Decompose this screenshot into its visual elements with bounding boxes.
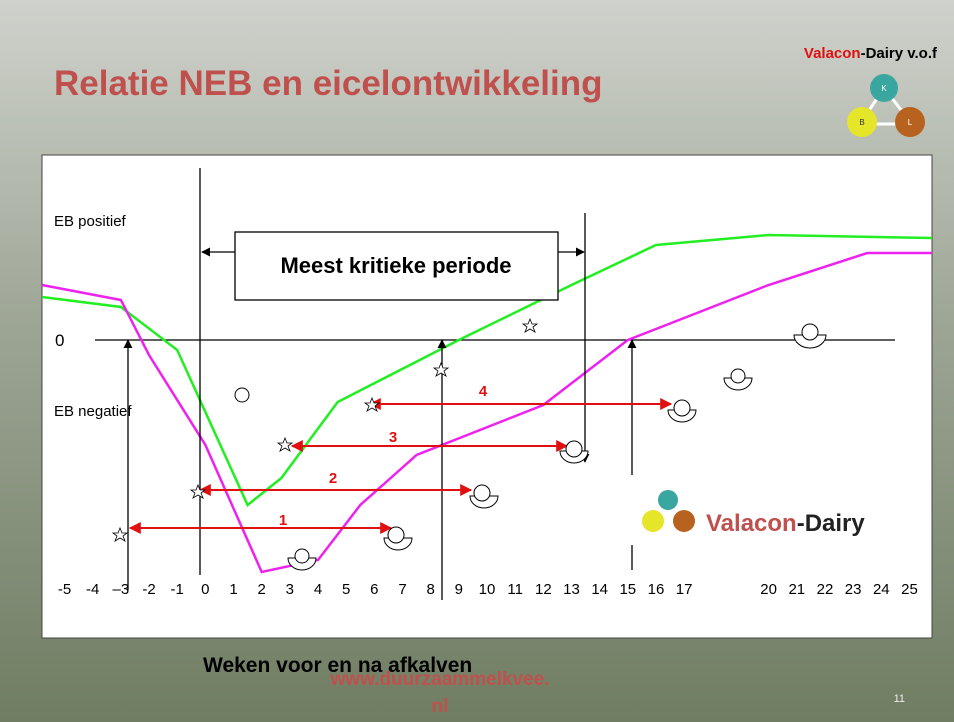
logo-letter: B <box>859 118 864 127</box>
x-tick-label: 12 <box>535 581 552 598</box>
x-tick-label: 6 <box>370 581 378 598</box>
x-tick-label: 17 <box>676 581 693 598</box>
arrow-label: 2 <box>329 470 337 487</box>
arrow-label: 4 <box>479 383 488 400</box>
x-tick-label: 16 <box>648 581 665 598</box>
slide-title: Relatie NEB en eicelontwikkeling <box>54 64 603 103</box>
logo-letter: K <box>881 84 887 93</box>
x-tick-label: 9 <box>455 581 463 598</box>
x-tick-label: 1 <box>229 581 237 598</box>
eb-positive-label: EB positief <box>54 213 127 230</box>
page-number: 11 <box>894 693 905 705</box>
critical-label: Meest kritieke periode <box>280 253 511 278</box>
x-tick-label: 5 <box>342 581 350 598</box>
x-tick-label: 25 <box>901 581 918 598</box>
chart-brand-name: Valacon <box>706 510 797 537</box>
x-tick-label: 10 <box>479 581 496 598</box>
x-tick-label: 3 <box>286 581 294 598</box>
x-tick-label: 11 <box>507 581 523 598</box>
x-tick-label: -2 <box>142 581 155 598</box>
x-tick-label: 21 <box>788 581 805 598</box>
slide: Relatie NEB en eicelontwikkeling Valacon… <box>0 0 954 722</box>
x-tick-label: 8 <box>426 581 434 598</box>
x-tick-label: 7 <box>398 581 406 598</box>
arrow-label: 3 <box>389 429 397 446</box>
x-tick-label: –3 <box>113 581 130 598</box>
x-tick-label: 24 <box>873 581 890 598</box>
brand: Valacon-Dairy v.o.f <box>804 45 938 62</box>
logo-letter: L <box>908 118 913 127</box>
url-line: nl <box>432 696 449 717</box>
x-tick-label: 20 <box>760 581 777 598</box>
x-tick-label: 15 <box>619 581 636 598</box>
x-tick-label: 13 <box>563 581 580 598</box>
x-tick-label: 23 <box>845 581 862 598</box>
chart-brand-suffix: -Dairy <box>797 510 866 537</box>
x-tick-label: -1 <box>171 581 184 598</box>
url-line: www.duurzaammelkvee. <box>330 669 550 690</box>
x-tick-label: -5 <box>58 581 71 598</box>
eb-negative-label: EB negatief <box>54 403 132 420</box>
x-tick-label: 0 <box>201 581 209 598</box>
x-tick-label: 14 <box>591 581 608 598</box>
x-tick-label: 4 <box>314 581 322 598</box>
chart-brand: Valacon-Dairy <box>706 510 865 537</box>
y-tick-label: 0 <box>55 331 64 350</box>
x-tick-label: -4 <box>86 581 99 598</box>
arrow-label: 1 <box>279 512 287 529</box>
x-tick-label: 22 <box>817 581 834 598</box>
brand-suffix: -Dairy v.o.f <box>861 45 938 62</box>
brand-name: Valacon <box>804 45 861 62</box>
x-tick-label: 2 <box>258 581 266 598</box>
